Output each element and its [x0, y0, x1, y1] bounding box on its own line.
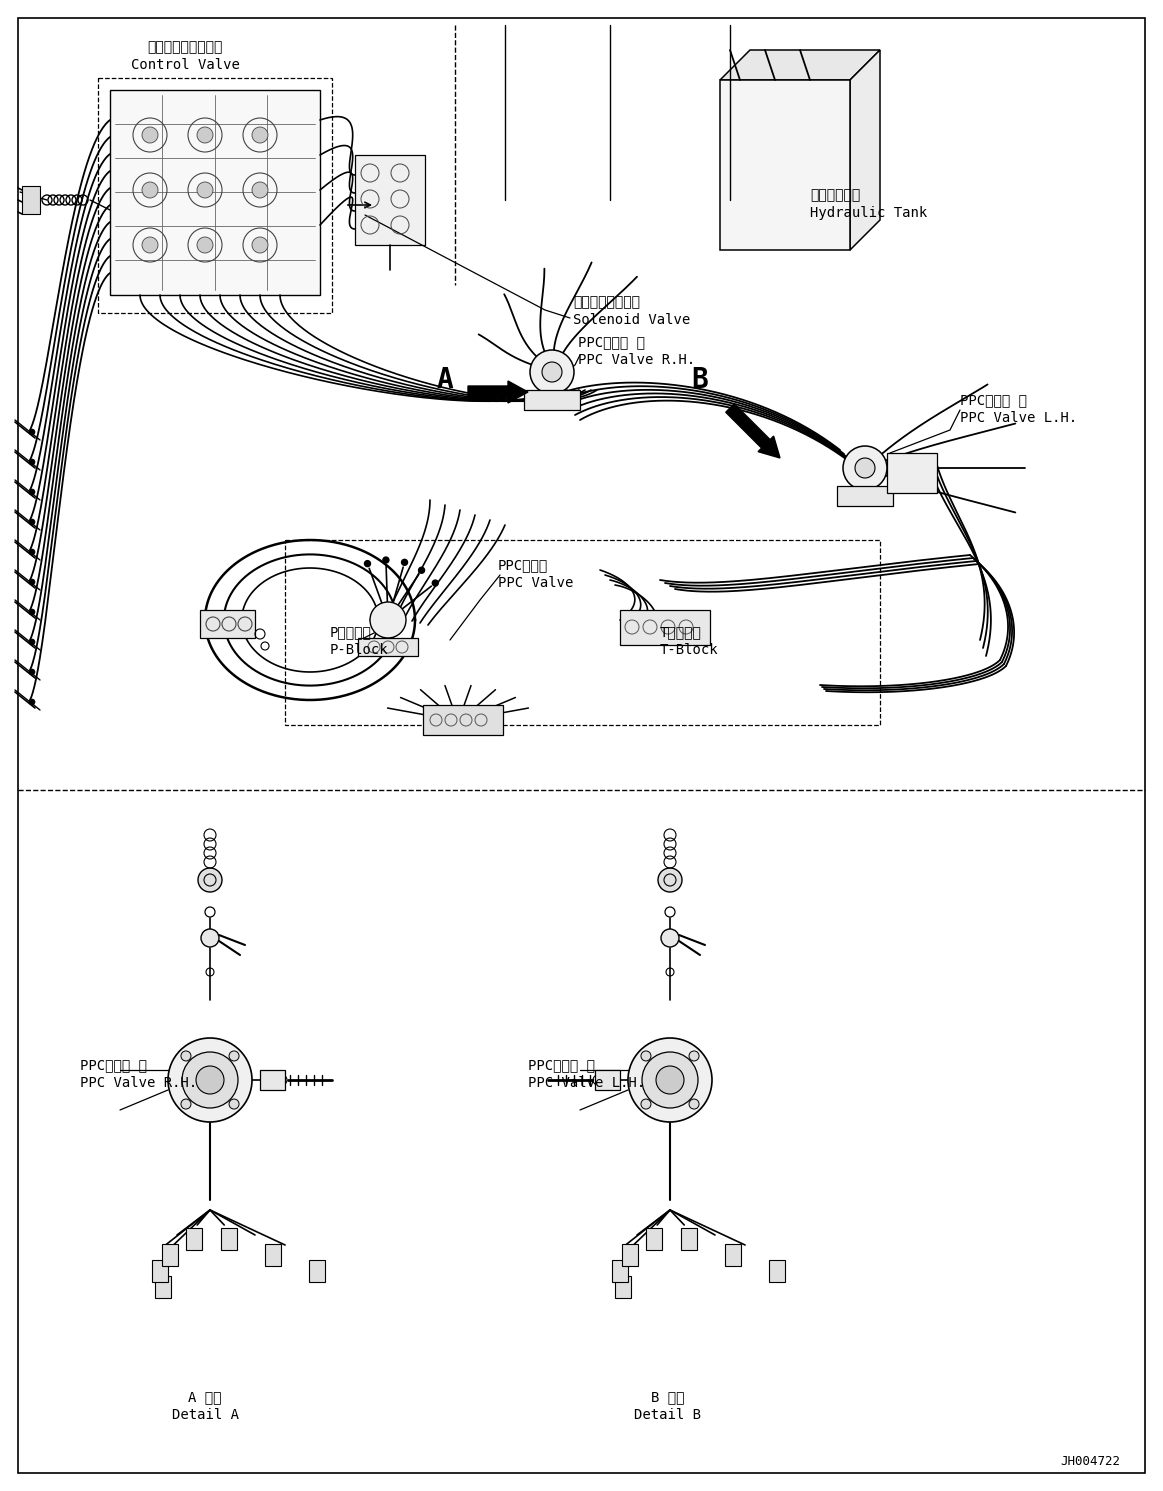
Bar [186, 1229, 201, 1249]
Circle shape [29, 640, 35, 646]
Circle shape [29, 459, 35, 465]
Circle shape [661, 929, 679, 947]
Circle shape [181, 1051, 191, 1062]
Circle shape [29, 579, 35, 584]
Bar [261, 1071, 285, 1090]
Text: JH004722: JH004722 [1059, 1455, 1120, 1469]
Bar [725, 1243, 741, 1266]
Bar [423, 705, 504, 735]
Circle shape [656, 1066, 684, 1094]
Text: ソレノイドバルブ
Solenoid Valve: ソレノイドバルブ Solenoid Valve [573, 295, 691, 327]
Circle shape [197, 1066, 224, 1094]
Circle shape [197, 182, 213, 198]
Circle shape [29, 669, 35, 675]
Circle shape [855, 458, 875, 479]
Circle shape [419, 567, 424, 573]
Bar [837, 486, 893, 505]
Circle shape [658, 868, 682, 892]
Bar [200, 610, 255, 638]
Text: 作動油タンク
Hydraulic Tank: 作動油タンク Hydraulic Tank [809, 188, 927, 219]
Text: Pブロック
P-Block: Pブロック P-Block [330, 625, 388, 658]
Bar [720, 81, 850, 250]
Bar [221, 1229, 237, 1249]
Text: コントロールバルブ
Control Valve: コントロールバルブ Control Valve [130, 40, 240, 72]
Circle shape [229, 1099, 240, 1109]
Circle shape [641, 1099, 651, 1109]
FancyArrow shape [468, 382, 528, 403]
Circle shape [252, 127, 267, 143]
Bar [98, 78, 331, 313]
Bar [358, 638, 418, 656]
Circle shape [142, 237, 158, 253]
Circle shape [29, 608, 35, 614]
Bar [285, 540, 880, 725]
Circle shape [181, 1053, 238, 1108]
Bar [615, 1276, 632, 1299]
Text: A: A [436, 365, 454, 394]
Bar [264, 1243, 280, 1266]
Bar [22, 186, 40, 215]
Bar [355, 155, 424, 245]
Circle shape [197, 127, 213, 143]
Bar [162, 1243, 178, 1266]
Circle shape [383, 558, 388, 564]
Polygon shape [720, 51, 880, 81]
Bar [595, 1071, 620, 1090]
Circle shape [29, 519, 35, 525]
Text: PPCバルブ
PPC Valve: PPCバルブ PPC Valve [498, 558, 573, 590]
Circle shape [642, 1053, 698, 1108]
Circle shape [201, 929, 219, 947]
Circle shape [688, 1099, 699, 1109]
Bar [682, 1229, 697, 1249]
Bar [110, 89, 320, 295]
Text: PPCバルブ 左
PPC Valve L.H.: PPCバルブ 左 PPC Valve L.H. [528, 1059, 645, 1090]
Circle shape [252, 237, 267, 253]
Bar [620, 610, 709, 646]
Text: PPCバルブ 右
PPC Valve R.H.: PPCバルブ 右 PPC Valve R.H. [80, 1059, 198, 1090]
Circle shape [29, 699, 35, 705]
Circle shape [542, 362, 562, 382]
Circle shape [688, 1051, 699, 1062]
Text: Tブロック
T-Block: Tブロック T-Block [659, 625, 719, 658]
Text: B 詳細
Detail B: B 詳細 Detail B [635, 1390, 701, 1422]
Bar [622, 1243, 638, 1266]
Circle shape [167, 1038, 252, 1123]
Circle shape [252, 182, 267, 198]
Circle shape [370, 602, 406, 638]
Bar [887, 453, 937, 494]
Circle shape [364, 561, 371, 567]
Circle shape [641, 1051, 651, 1062]
Polygon shape [850, 51, 880, 250]
Bar [152, 1260, 169, 1282]
Bar [612, 1260, 628, 1282]
Text: PPCバルブ 右
PPC Valve R.H.: PPCバルブ 右 PPC Valve R.H. [578, 335, 695, 367]
Circle shape [181, 1099, 191, 1109]
Circle shape [29, 429, 35, 435]
Bar [155, 1276, 171, 1299]
FancyArrow shape [726, 404, 780, 458]
Text: PPCバルブ 左
PPC Valve L.H.: PPCバルブ 左 PPC Valve L.H. [959, 394, 1077, 425]
Circle shape [142, 127, 158, 143]
Text: A 詳細
Detail A: A 詳細 Detail A [171, 1390, 238, 1422]
Circle shape [628, 1038, 712, 1123]
Circle shape [229, 1051, 240, 1062]
Circle shape [197, 237, 213, 253]
Circle shape [29, 549, 35, 555]
Circle shape [433, 580, 438, 586]
Circle shape [29, 489, 35, 495]
Circle shape [843, 446, 887, 491]
Circle shape [198, 868, 222, 892]
Bar [769, 1260, 785, 1282]
Text: B: B [692, 365, 708, 394]
Bar [645, 1229, 662, 1249]
Bar [309, 1260, 326, 1282]
Bar [525, 391, 580, 410]
Circle shape [142, 182, 158, 198]
Circle shape [401, 559, 407, 565]
Circle shape [530, 350, 575, 394]
